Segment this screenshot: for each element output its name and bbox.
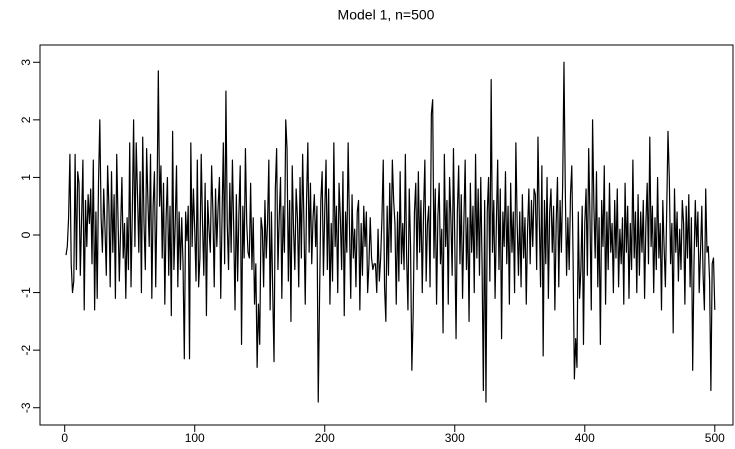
chart-title: Model 1, n=500 bbox=[338, 7, 435, 23]
x-tick-label: 100 bbox=[185, 431, 205, 445]
x-tick-label: 300 bbox=[445, 431, 465, 445]
y-tick-label: 2 bbox=[19, 116, 33, 123]
y-tick-label: -2 bbox=[19, 344, 33, 355]
x-tick-label: 500 bbox=[705, 431, 725, 445]
y-tick-label: 1 bbox=[19, 174, 33, 181]
series-line bbox=[65, 61, 716, 403]
y-tick-label: -1 bbox=[19, 287, 33, 298]
x-tick-label: 0 bbox=[61, 431, 68, 445]
x-tick-label: 200 bbox=[315, 431, 335, 445]
y-tick-label: 0 bbox=[19, 231, 33, 238]
y-tick-label: -3 bbox=[19, 402, 33, 413]
x-tick-label: 400 bbox=[575, 431, 595, 445]
y-tick-label: 3 bbox=[19, 59, 33, 66]
